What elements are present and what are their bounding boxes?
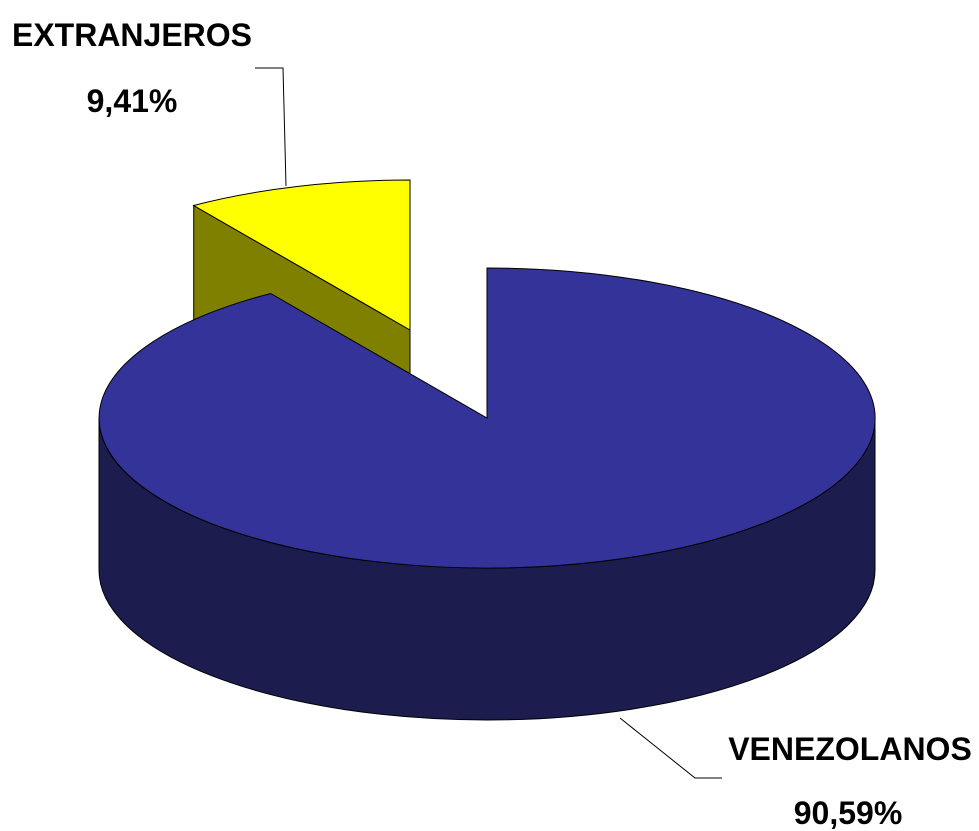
slice-label: VENEZOLANOS [728,731,972,767]
slice [192,179,411,331]
value-label: 9,41% [87,83,178,119]
slice [98,267,876,569]
slice-label: EXTRANJEROS [12,17,252,53]
value-label: 90,59% [794,795,903,831]
leader-line [255,67,287,187]
slice [98,267,876,721]
pie [98,179,876,721]
leader-line [619,717,722,779]
